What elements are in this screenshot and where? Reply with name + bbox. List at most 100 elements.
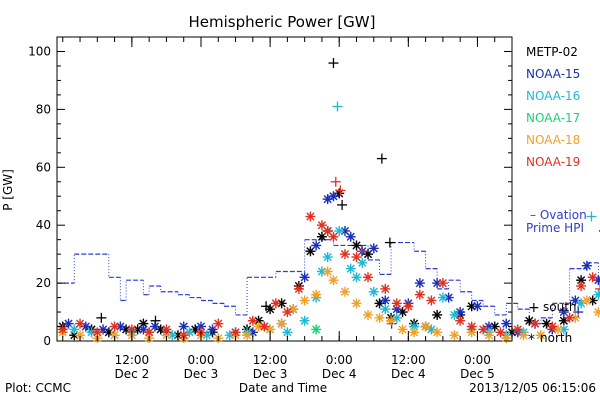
plot-area: [56, 36, 513, 342]
noaa-19-north-point: [247, 315, 258, 326]
noaa-19-north-point: [414, 289, 425, 300]
noaa-19-south-point: [335, 185, 346, 196]
noaa-19-north-point: [293, 283, 304, 294]
noaa-15-north-point: [581, 260, 592, 271]
noaa-15-north-point: [345, 231, 356, 242]
noaa-15-north-point: [311, 240, 322, 251]
noaa-19-north-point: [530, 318, 541, 329]
noaa-19-north-point: [564, 312, 575, 323]
north-marker-symbol: *: [528, 332, 535, 348]
noaa-19-north-point: [512, 324, 523, 335]
south-marker-label: south: [543, 300, 577, 314]
noaa-19-north-point: [351, 252, 362, 263]
legend-entry-noaa-17: NOAA-17: [526, 111, 580, 125]
noaa-16-north-point: [322, 252, 333, 263]
x-tick-date: Dec 2: [115, 367, 150, 381]
x-axis-label: Date and Time: [239, 381, 327, 395]
noaa-19-north-point: [316, 220, 327, 231]
metp-02-south-point: [376, 153, 387, 164]
noaa-15-north-point: [391, 304, 402, 315]
noaa-18-north-point: [386, 315, 397, 326]
noaa-16-north-point: [593, 289, 600, 300]
south-marker-symbol: +: [528, 300, 540, 316]
noaa-19-north-point: [403, 301, 414, 312]
noaa-19-north-point: [92, 327, 103, 338]
noaa-19-north-point: [75, 318, 86, 329]
noaa-15-north-point: [368, 243, 379, 254]
noaa-18-north-point: [328, 275, 339, 286]
legend-entry-noaa-15: NOAA-15: [526, 67, 580, 81]
x-tick-time: 0:00: [326, 353, 353, 367]
metp-02-south-point: [96, 312, 107, 323]
noaa-18-north-point: [581, 295, 592, 306]
noaa-18-north-point: [409, 327, 420, 338]
y-tick-label: 20: [36, 276, 51, 290]
ovation-label-line-2: Prime HPI: [526, 221, 584, 235]
legend-entry-noaa-16: NOAA-16: [526, 89, 580, 103]
noaa-19-south-point: [330, 176, 341, 187]
noaa-15-north-point: [414, 278, 425, 289]
noaa-18-north-point: [432, 327, 443, 338]
noaa-16-north-point: [437, 292, 448, 303]
points-layer: [57, 58, 600, 344]
noaa-19-north-point: [466, 321, 477, 332]
noaa-19-north-point: [144, 327, 155, 338]
noaa-19-north-point: [363, 272, 374, 283]
noaa-19-north-point: [282, 307, 293, 318]
noaa-19-north-point: [230, 327, 241, 338]
x-tick-time: 12:00: [391, 353, 426, 367]
noaa-19-north-point: [478, 324, 489, 335]
chart-title: Hemispheric Power [GW]: [189, 13, 376, 31]
noaa-18-north-point: [339, 286, 350, 297]
noaa-18-north-point: [593, 307, 600, 318]
noaa-18-north-point: [311, 289, 322, 300]
y-tick-label: 0: [43, 334, 51, 348]
legend-entry-metp-02: METP-02: [526, 45, 578, 59]
noaa-15-north-point: [380, 295, 391, 306]
legend-entry-noaa-19: NOAA-19: [526, 155, 580, 169]
noaa-15-north-point: [501, 318, 512, 329]
noaa-19-north-point: [109, 321, 120, 332]
metp-02-south-point: [337, 199, 348, 210]
noaa-16-north-point: [380, 304, 391, 315]
noaa-15-north-point: [299, 272, 310, 283]
noaa-17-north-point: [311, 324, 322, 335]
x-tick-date: Dec 4: [391, 367, 426, 381]
noaa-19-north-point: [57, 324, 68, 335]
y-axis-label: P [GW]: [1, 169, 15, 211]
noaa-19-north-point: [547, 321, 558, 332]
noaa-19-north-point: [328, 231, 339, 242]
footer-left: Plot: CCMC: [5, 381, 71, 395]
noaa-15-north-point: [195, 321, 206, 332]
noaa-18-north-point: [242, 330, 253, 341]
noaa-16-north-point: [368, 286, 379, 297]
noaa-19-north-point: [576, 280, 587, 291]
noaa-18-north-point: [449, 330, 460, 341]
noaa-18-north-point: [466, 327, 477, 338]
legend: METP-02 NOAA-15 NOAA-16 NOAA-17 NOAA-18 NOAA-…: [526, 45, 580, 169]
noaa-16-north-point: [282, 327, 293, 338]
x-tick-date: Dec 5: [460, 367, 495, 381]
noaa-18-north-point: [420, 321, 431, 332]
metp-02-north-point: [432, 309, 443, 320]
noaa-19-north-point: [213, 318, 224, 329]
noaa-18-north-point: [322, 266, 333, 277]
noaa-18-north-point: [535, 330, 546, 341]
north-marker-label: north: [540, 331, 572, 345]
ovation-layer: [57, 239, 600, 325]
noaa-18-north-point: [397, 324, 408, 335]
noaa-15-north-point: [178, 321, 189, 332]
ovation-label-line-1: – Ovation: [530, 208, 587, 222]
noaa-16-north-point: [299, 315, 310, 326]
footer-right: 2013/12/05 06:15:06: [469, 381, 596, 395]
noaa-19-north-point: [587, 272, 598, 283]
y-tick-label: 40: [36, 218, 51, 232]
noaa-15-north-point: [328, 191, 339, 202]
noaa-19-south-point: [595, 283, 600, 294]
noaa-18-north-point: [299, 295, 310, 306]
noaa-19-north-point: [380, 283, 391, 294]
noaa-19-north-point: [391, 298, 402, 309]
x-tick-time: 12:00: [115, 353, 150, 367]
